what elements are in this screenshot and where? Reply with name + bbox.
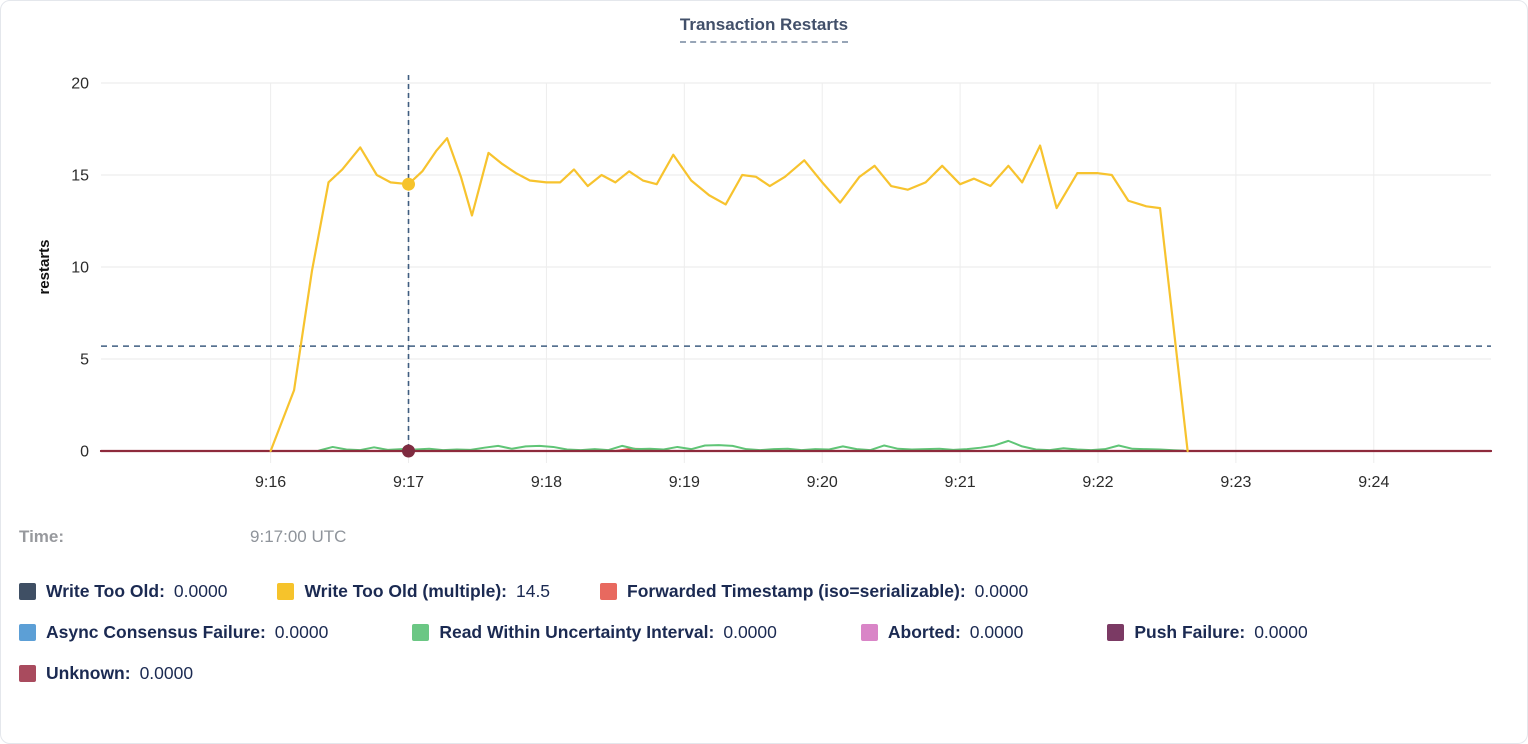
series-line bbox=[317, 439, 1185, 452]
legend-value: 0.0000 bbox=[139, 663, 194, 683]
legend-label: Read Within Uncertainty Interval: bbox=[439, 622, 715, 642]
y-tick-label: 10 bbox=[71, 260, 89, 277]
legend-value: 0.0000 bbox=[723, 622, 777, 642]
y-tick-label: 0 bbox=[80, 444, 89, 461]
legend-swatch bbox=[600, 583, 618, 600]
legend-value: 14.5 bbox=[515, 581, 551, 601]
legend-label: Push Failure: bbox=[1134, 622, 1246, 642]
hover-time-row: Time: 9:17:00 UTC bbox=[1, 527, 1527, 547]
legend-label: Write Too Old (multiple): bbox=[304, 581, 507, 601]
x-tick-label: 9:18 bbox=[531, 474, 562, 491]
legend-swatch bbox=[1107, 624, 1125, 641]
legend-item: Push Failure: 0.0000 bbox=[1107, 622, 1308, 643]
legend-label: Forwarded Timestamp (iso=serializable): bbox=[627, 581, 966, 601]
x-tick-label: 9:17 bbox=[393, 474, 424, 491]
chart-header: Transaction Restarts bbox=[1, 1, 1527, 57]
x-tick-label: 9:19 bbox=[669, 474, 700, 491]
series-line bbox=[269, 137, 1189, 453]
legend-value: 0.0000 bbox=[274, 622, 329, 642]
x-tick-label: 9:22 bbox=[1082, 474, 1113, 491]
x-tick-label: 9:20 bbox=[807, 474, 838, 491]
legend-swatch bbox=[277, 583, 295, 600]
legend-item: Write Too Old: 0.0000 bbox=[19, 581, 227, 602]
legend-swatch bbox=[860, 624, 878, 641]
restarts-line-chart[interactable]: 0 5 10 15 20 9:16 9:17 9:18 9:19 9:20 9:21 9:22 9:23… bbox=[1, 57, 1528, 497]
legend-row: Write Too Old: 0.0000 Write Too Old (multi… bbox=[19, 581, 1527, 602]
y-tick-label: 20 bbox=[71, 76, 89, 93]
legend-value: 0.0000 bbox=[1254, 622, 1308, 642]
legend: Write Too Old: 0.0000 Write Too Old (multi… bbox=[1, 581, 1527, 684]
legend-item: Unknown: 0.0000 bbox=[19, 663, 193, 684]
legend-swatch bbox=[19, 583, 36, 600]
legend-row: Unknown: 0.0000 bbox=[19, 663, 1527, 684]
chart-title[interactable]: Transaction Restarts bbox=[679, 15, 849, 43]
legend-label: Aborted: bbox=[887, 622, 961, 642]
legend-label: Write Too Old: bbox=[46, 581, 165, 601]
legend-value: 0.0000 bbox=[974, 581, 1029, 601]
legend-swatch bbox=[412, 624, 430, 641]
legend-label: Unknown: bbox=[46, 663, 131, 683]
x-tick-label: 9:24 bbox=[1358, 474, 1389, 491]
legend-item: Aborted: 0.0000 bbox=[860, 622, 1024, 643]
y-tick-label: 15 bbox=[71, 168, 89, 185]
legend-item: Async Consensus Failure: 0.0000 bbox=[19, 622, 328, 643]
legend-item: Read Within Uncertainty Interval: 0.0000 bbox=[412, 622, 777, 643]
legend-row: Async Consensus Failure: 0.0000 Read Withi… bbox=[19, 622, 1527, 643]
hover-point bbox=[402, 444, 416, 458]
x-tick-label: 9:16 bbox=[255, 474, 286, 491]
hover-time-label: Time: bbox=[19, 527, 65, 546]
hover-point bbox=[402, 177, 416, 191]
legend-value: 0.0000 bbox=[969, 622, 1024, 642]
y-tick-label: 5 bbox=[80, 352, 89, 369]
y-axis-label: restarts bbox=[36, 239, 53, 294]
x-tick-label: 9:23 bbox=[1220, 474, 1251, 491]
legend-label: Async Consensus Failure: bbox=[46, 622, 266, 642]
legend-swatch bbox=[19, 665, 36, 682]
legend-swatch bbox=[19, 624, 36, 641]
legend-value: 0.0000 bbox=[173, 581, 228, 601]
legend-item: Write Too Old (multiple): 14.5 bbox=[277, 581, 550, 602]
hover-time-value: 9:17:00 UTC bbox=[250, 527, 347, 546]
legend-item: Forwarded Timestamp (iso=serializable): 0… bbox=[600, 581, 1028, 602]
x-tick-label: 9:21 bbox=[945, 474, 976, 491]
